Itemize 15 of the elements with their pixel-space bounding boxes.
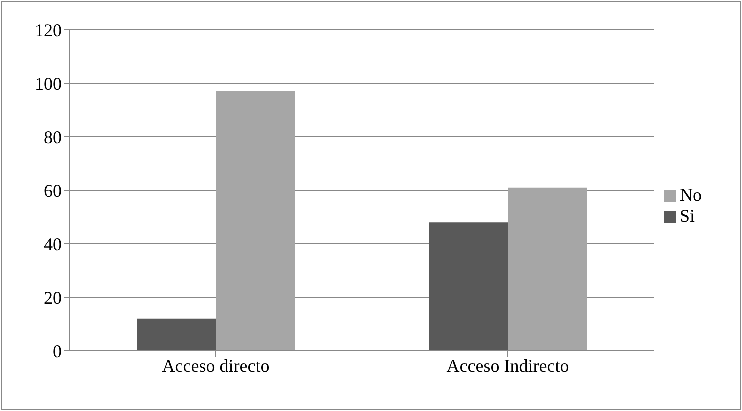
bar [216,92,296,351]
y-tick-label: 40 [44,234,62,254]
y-tick-label: 120 [35,20,62,40]
bar [137,318,216,351]
x-tick-label: Acceso directo [162,356,270,376]
y-tick-label: 0 [53,341,62,362]
legend-label: Si [680,206,696,226]
y-tick-label: 80 [44,127,62,148]
bar [429,222,508,351]
bar [508,188,588,351]
y-tick-label: 60 [44,180,62,201]
y-tick-label: 20 [44,288,62,308]
legend-label: No [680,184,702,204]
y-tick-label: 100 [35,74,62,94]
x-tick-label: Acceso Indirecto [446,356,570,376]
